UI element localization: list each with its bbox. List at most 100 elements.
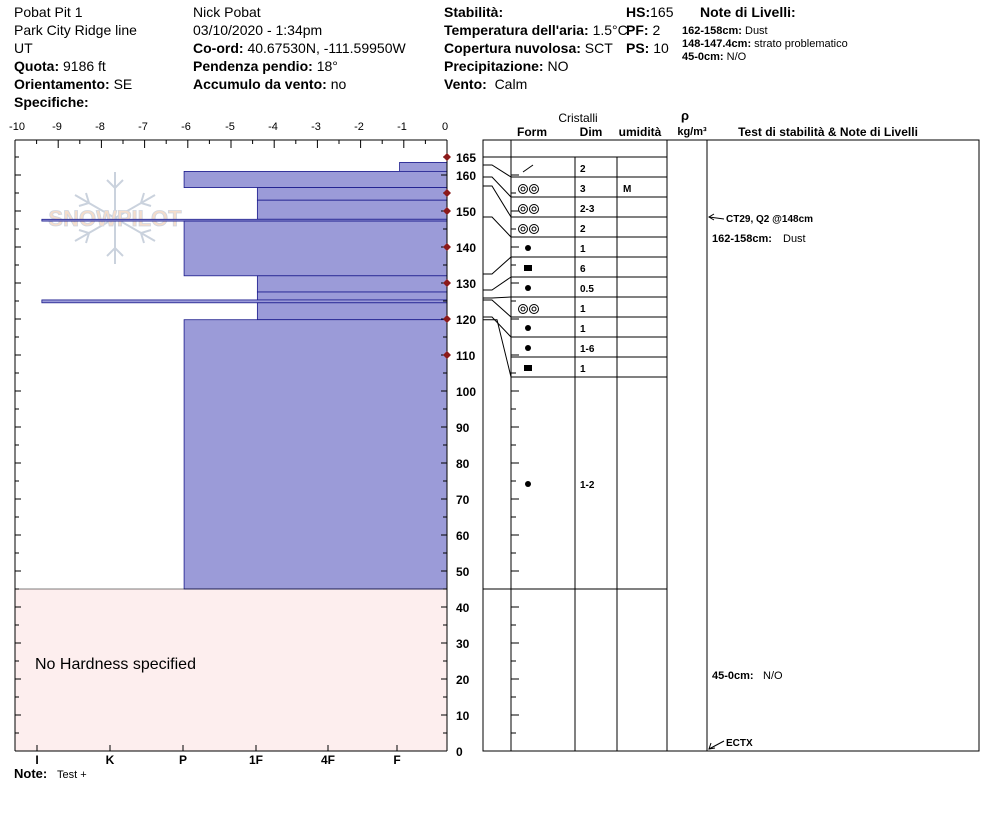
rounded-grain-icon <box>529 304 539 314</box>
ps-value: 10 <box>653 40 669 56</box>
air-temp-value: 1.5°C <box>592 22 628 38</box>
connector-line <box>483 319 512 378</box>
hardness-layer-bar <box>183 319 448 590</box>
stability-notes: CT29, Q2 @148cm 162-158cm: Dust 45-0cm: … <box>708 213 813 750</box>
slash-form-icon <box>522 164 534 173</box>
coord-label: Co-ord: <box>193 40 244 56</box>
layer-size: 2-3 <box>580 204 595 215</box>
hs-value: 165 <box>650 4 674 20</box>
stability-heading: Stabilità: <box>444 3 628 21</box>
test-arrow <box>708 740 725 750</box>
layer-size: 1 <box>580 304 586 315</box>
depth-label: 150 <box>456 205 476 219</box>
test-marker <box>443 315 451 323</box>
scale-tick: -1 <box>397 121 407 133</box>
layer-size: 2 <box>580 224 586 235</box>
layer-size: 1 <box>580 244 586 255</box>
header-col3: Stabilità: Temperatura dell'aria: 1.5°C … <box>444 3 628 93</box>
density-unit: kg/m³ <box>677 126 707 138</box>
slope: Pendenza pendio: 18° <box>193 57 406 75</box>
layer-size: 1 <box>580 324 586 335</box>
test-arrow <box>708 216 725 220</box>
scale-tick: -9 <box>52 121 62 133</box>
scale-tick: -3 <box>311 121 321 133</box>
gutter-ticks <box>511 156 519 752</box>
layer-connectors <box>483 156 512 378</box>
depth-label: 100 <box>456 385 476 399</box>
elevation: Quota: 9186 ft <box>14 57 137 75</box>
air-temp: Temperatura dell'aria: 1.5°C <box>444 21 628 39</box>
depth-label: 50 <box>456 565 470 579</box>
depth-label: 130 <box>456 277 476 291</box>
dot-form-icon <box>525 325 531 331</box>
rounded-grain-icon <box>531 186 537 192</box>
test-marker <box>443 189 451 197</box>
datetime: 03/10/2020 - 1:34pm <box>193 22 323 38</box>
depth-label: 80 <box>456 457 470 471</box>
layer-note-range: 45-0cm: <box>682 51 724 63</box>
pf-label: PF: <box>626 22 649 38</box>
connector-line <box>483 164 512 178</box>
form-header: Form <box>517 125 547 139</box>
precip-label: Precipitazione: <box>444 58 544 74</box>
depth-label: 10 <box>456 709 470 723</box>
table-frame <box>482 139 980 752</box>
size-header: Dim <box>580 125 603 139</box>
stability-label: Stabilità: <box>444 4 504 20</box>
density-symbol: ρ <box>681 108 689 123</box>
scale-tick: -5 <box>225 121 235 133</box>
layer-notes-title-text: Note di Livelli: <box>700 4 796 20</box>
depth-label: 160 <box>456 169 476 183</box>
connector-line <box>483 299 512 318</box>
connector-line <box>483 216 512 238</box>
test-marker <box>443 351 451 359</box>
layer-size: 1-6 <box>580 344 595 355</box>
arrow-head-icon <box>708 742 716 750</box>
depth-axis: 165 160 150 140 130 120 110 100 90 80 70… <box>456 151 476 759</box>
depth-label: 120 <box>456 313 476 327</box>
header-col2: Nick Pobat 03/10/2020 - 1:34pm Co-ord: 4… <box>193 3 406 93</box>
ps: PS: 10 <box>626 39 673 57</box>
depth-label: 0 <box>456 745 463 759</box>
moisture-header: umidità <box>619 125 662 139</box>
hardness-layer-bar <box>183 170 448 188</box>
table-rows: 2 3 M 2-3 2 1 6 0.5 1 1 1-6 1 1-2 <box>511 156 667 491</box>
logo-text: SNOWPILOT <box>48 206 182 231</box>
layer-note-range: 148-147.4cm: <box>682 38 752 50</box>
rounded-grain-icon <box>531 306 537 312</box>
layer-table: 2 3 M 2-3 2 1 6 0.5 1 1 1-6 1 1-2 <box>482 139 980 752</box>
stability-test: ECTX <box>726 738 753 749</box>
wind: Vento: Calm <box>444 75 628 93</box>
wind-load: Accumulo da vento: no <box>193 75 406 93</box>
layer-size: 0.5 <box>580 284 594 295</box>
layer-moisture: M <box>623 184 631 195</box>
hardness-layers <box>41 161 448 590</box>
square-form-icon <box>524 265 532 271</box>
hardness-bottom-ticks <box>36 745 398 751</box>
hardness-tick-marks <box>14 140 448 148</box>
layer-size: 3 <box>580 184 586 195</box>
pit-name: Pobat Pit 1 <box>14 4 83 20</box>
cloud-value: SCT <box>584 40 613 56</box>
wind-load-value: no <box>330 76 347 92</box>
rounded-grain-icon <box>531 206 537 212</box>
elevation-value: 9186 ft <box>63 58 106 74</box>
hs: HS:165 <box>626 3 673 21</box>
rounded-grain-icon <box>520 206 526 212</box>
slope-label: Pendenza pendio: <box>193 58 313 74</box>
hardness-layer-bar <box>256 302 448 321</box>
connector-line <box>483 185 512 218</box>
layer-note-text: Dust <box>745 25 768 37</box>
hardness-layer-bar <box>41 299 448 304</box>
depth-label: 20 <box>456 673 470 687</box>
hardness-layer-bar <box>256 199 448 220</box>
layer-note-text: strato problematico <box>754 38 848 50</box>
test-marker <box>443 279 451 287</box>
ps-label: PS: <box>626 40 650 56</box>
depth-label: 70 <box>456 493 470 507</box>
hardness-layer-bar <box>256 291 448 301</box>
stability-test: CT29, Q2 @148cm <box>726 214 813 225</box>
coordinates: Co-ord: 40.67530N, -111.59950W <box>193 39 406 57</box>
hardness-label: I <box>35 753 38 767</box>
specifics-label: Specifiche: <box>14 94 89 110</box>
